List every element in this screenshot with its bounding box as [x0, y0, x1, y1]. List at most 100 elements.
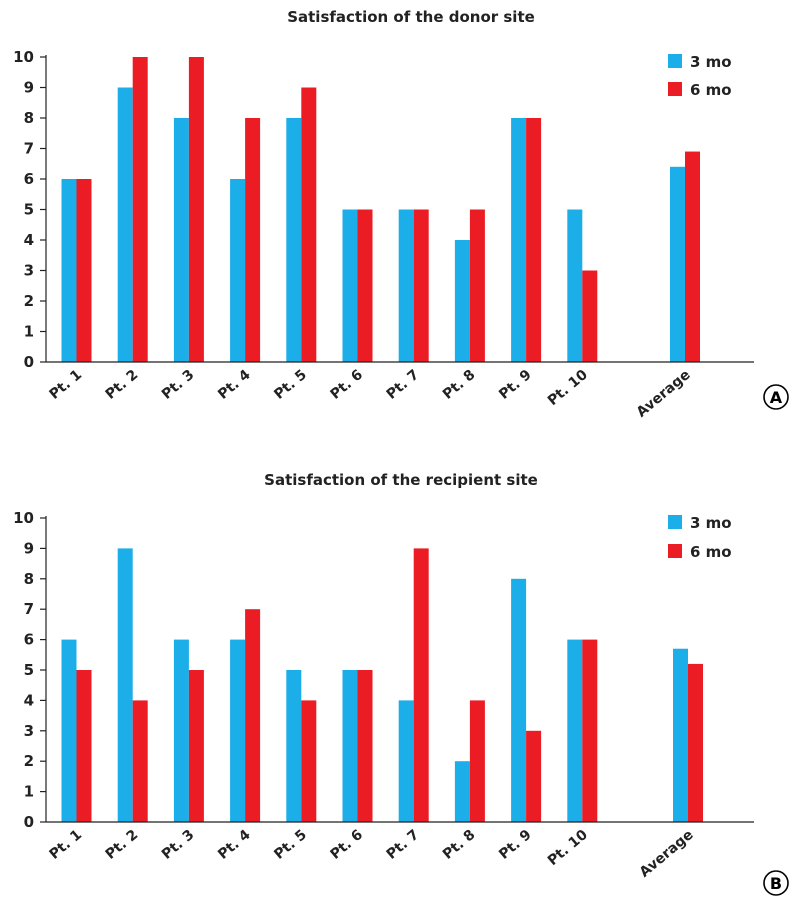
bar-3mo-9 — [511, 118, 527, 362]
bar-6mo-6 — [357, 670, 373, 822]
legend-label-6mo: 6 mo — [690, 81, 732, 99]
bar-6mo-3 — [188, 670, 204, 822]
panel-label-circle — [763, 384, 789, 410]
chart-title: Satisfaction of the recipient site — [264, 471, 538, 489]
bar-3mo-5 — [286, 670, 302, 822]
y-tick-label: 5 — [24, 201, 34, 219]
bar-3mo-7 — [398, 700, 414, 822]
y-tick-label: 5 — [24, 661, 34, 679]
bar-3mo-4 — [230, 179, 246, 362]
x-tick-label: Pt. 10 — [545, 367, 591, 409]
x-tick-label: Pt. 7 — [384, 367, 423, 403]
bar-3mo-8 — [454, 761, 470, 822]
y-tick-label: 4 — [24, 231, 34, 249]
bar-3mo-8 — [454, 240, 470, 362]
bar-3mo-4 — [230, 639, 246, 822]
chart-panel-a: Satisfaction of the donor site 3 mo 6 mo… — [13, 8, 789, 421]
bar-3mo-1 — [61, 639, 77, 822]
y-tick-label: 7 — [24, 140, 34, 158]
legend-label-3mo: 3 mo — [690, 53, 732, 71]
y-tick-label: 9 — [24, 539, 34, 557]
bar-6mo-7 — [413, 548, 429, 822]
x-tick-label: Pt. 3 — [159, 367, 198, 403]
panel-label: A — [770, 388, 783, 407]
y-tick-label: 6 — [24, 170, 34, 188]
bar-6mo-10 — [582, 270, 598, 362]
y-tick-label: 8 — [24, 109, 34, 127]
bar-6mo-11 — [685, 151, 700, 362]
bar-6mo-8 — [469, 700, 485, 822]
bar-3mo-6 — [342, 209, 358, 362]
bar-6mo-10 — [582, 639, 598, 822]
bar-6mo-7 — [413, 209, 429, 362]
x-tick-label: Pt. 9 — [496, 367, 535, 403]
y-tick-label: 3 — [24, 722, 34, 740]
bar-6mo-3 — [188, 57, 204, 362]
y-tick-label: 1 — [24, 783, 34, 801]
x-tick-label: Pt. 9 — [496, 827, 535, 863]
bar-6mo-2 — [132, 57, 148, 362]
x-tick-label: Pt. 10 — [545, 827, 591, 869]
x-tick-label: Average — [637, 827, 697, 881]
y-tick-label: 2 — [24, 292, 34, 310]
panel-label-circle — [763, 870, 789, 896]
x-tick-label: Pt. 5 — [271, 367, 310, 403]
chart-title: Satisfaction of the donor site — [287, 8, 535, 26]
x-tick-label: Pt. 2 — [103, 367, 142, 403]
x-tick-label: Pt. 1 — [47, 367, 86, 403]
bar-6mo-6 — [357, 209, 373, 362]
x-tick-label: Pt. 7 — [384, 827, 423, 863]
bar-3mo-1 — [61, 179, 77, 362]
x-tick-label: Pt. 3 — [159, 827, 198, 863]
y-tick-label: 10 — [13, 48, 34, 66]
bar-3mo-3 — [173, 639, 189, 822]
bar-3mo-10 — [567, 209, 583, 362]
bar-3mo-3 — [173, 118, 189, 362]
x-tick-label: Pt. 6 — [328, 827, 367, 863]
bar-3mo-2 — [117, 87, 133, 362]
y-tick-label: 0 — [24, 353, 34, 371]
y-tick-label: 9 — [24, 79, 34, 97]
bar-3mo-10 — [567, 639, 583, 822]
y-tick-label: 1 — [24, 323, 34, 341]
legend-swatch-6mo — [668, 544, 682, 558]
x-tick-label: Pt. 2 — [103, 827, 142, 863]
bar-6mo-9 — [526, 730, 542, 822]
bar-6mo-5 — [301, 700, 317, 822]
legend: 3 mo 6 mo — [668, 53, 732, 99]
bar-3mo-7 — [398, 209, 414, 362]
bar-3mo-11 — [673, 648, 688, 822]
legend-swatch-3mo — [668, 54, 682, 68]
y-tick-label: 6 — [24, 631, 34, 649]
bar-6mo-1 — [76, 179, 92, 362]
chart-panel-b: Satisfaction of the recipient site 3 mo … — [13, 471, 789, 896]
y-tick-label: 10 — [13, 509, 34, 527]
bar-3mo-2 — [117, 548, 133, 822]
x-tick-label: Pt. 4 — [215, 367, 254, 403]
bar-6mo-4 — [245, 609, 261, 822]
y-tick-label: 3 — [24, 262, 34, 280]
bar-6mo-8 — [469, 209, 485, 362]
y-tick-label: 2 — [24, 752, 34, 770]
bar-3mo-6 — [342, 670, 358, 822]
x-tick-label: Pt. 5 — [271, 827, 310, 863]
legend-label-3mo: 3 mo — [690, 514, 732, 532]
y-tick-label: 4 — [24, 691, 34, 709]
y-tick-label: 7 — [24, 600, 34, 618]
bar-3mo-9 — [511, 578, 527, 822]
bar-6mo-2 — [132, 700, 148, 822]
bar-6mo-11 — [688, 663, 703, 822]
legend-label-6mo: 6 mo — [690, 543, 732, 561]
legend-swatch-6mo — [668, 82, 682, 96]
bar-6mo-5 — [301, 87, 317, 362]
legend-swatch-3mo — [668, 515, 682, 529]
x-tick-label: Pt. 1 — [47, 827, 86, 863]
x-tick-label: Pt. 6 — [328, 367, 367, 403]
x-tick-label: Pt. 4 — [215, 827, 254, 863]
bar-3mo-11 — [670, 166, 685, 362]
y-tick-label: 0 — [24, 813, 34, 831]
bar-6mo-4 — [245, 118, 261, 362]
legend: 3 mo 6 mo — [668, 514, 732, 561]
